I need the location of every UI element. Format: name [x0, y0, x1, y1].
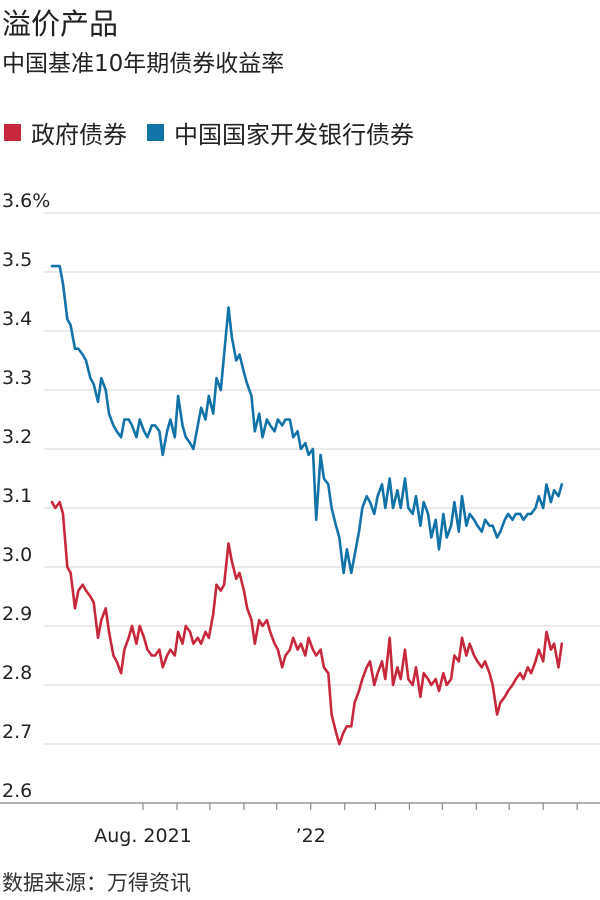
legend-label-government: 政府债券 — [31, 120, 127, 149]
y-tick-label: 2.9 — [2, 603, 32, 625]
legend-swatch-cdb — [147, 123, 164, 141]
x-axis: Aug. 2021 ’22 — [0, 802, 600, 847]
chart-subtitle: 中国基准10年期债券收益率 — [2, 51, 285, 77]
y-tick-label: 2.8 — [2, 662, 32, 684]
x-tick-label: ’22 — [296, 825, 326, 847]
x-tick-label: Aug. 2021 — [94, 825, 192, 847]
legend-label-cdb: 中国国家开发银行债券 — [174, 120, 414, 149]
y-tick-label: 3.5 — [2, 249, 32, 271]
chart-title: 溢价产品 — [2, 7, 119, 41]
legend: 政府债券 中国国家开发银行债券 — [4, 112, 434, 152]
y-tick-label: 2.6 — [2, 780, 32, 802]
y-tick-label: 3.4 — [2, 308, 32, 330]
legend-item-government: 政府债券 — [4, 115, 127, 150]
y-tick-label: 3.6% — [2, 190, 50, 212]
y-tick-label: 3.2 — [2, 426, 32, 448]
legend-item-cdb: 中国国家开发银行债券 — [147, 115, 414, 150]
y-tick-label: 2.7 — [2, 721, 32, 743]
y-tick-label: 3.3 — [2, 367, 32, 389]
series-line-government — [50, 500, 564, 746]
gridlines: 3.6% 3.5 3.4 3.3 3.2 3.1 3.0 2.9 2.8 2.7 2.6 — [2, 190, 600, 802]
series-lines — [50, 264, 564, 746]
series-line-cdb — [50, 264, 564, 575]
y-tick-label: 3.0 — [2, 544, 32, 566]
y-tick-label: 3.1 — [2, 485, 32, 507]
source-note: 数据来源：万得资讯 — [2, 871, 191, 895]
legend-swatch-government — [4, 123, 21, 141]
